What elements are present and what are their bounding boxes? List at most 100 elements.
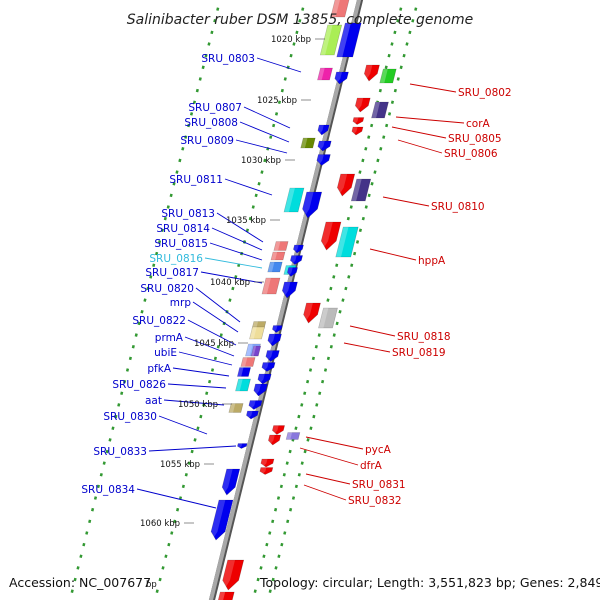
gene-bottom-blue — [210, 499, 234, 541]
leader-sru_0808 — [239, 121, 290, 143]
leader-prma — [184, 336, 235, 357]
genome-axis — [208, 0, 364, 600]
gene-label-sru_0806: SRU_0806 — [444, 148, 498, 160]
gene-label-sru_0832: SRU_0832 — [348, 495, 402, 507]
accession-text: Accession: NC_007677 — [9, 575, 151, 590]
kbp-tick-labels: 1020 kbp 1025 kbp 1030 kbp 1035 kbp 1040 kbp… — [140, 35, 325, 529]
topology-text: Topology: circular; Length: 3,551,823 bp… — [259, 575, 600, 590]
gene-pyca-red — [272, 425, 285, 435]
gene-top-pink — [330, 0, 350, 18]
leader-cora — [395, 116, 465, 124]
gene-label-sru_0810: SRU_0810 — [431, 201, 485, 213]
clipped-bp-text: bp — [146, 580, 157, 590]
gene-mrp-tan — [251, 321, 267, 329]
gene-0830-blue — [246, 410, 259, 420]
gene-label-ubie: ubiE — [154, 347, 177, 359]
gene-0832-red — [259, 467, 274, 475]
gene-label-sru_0818: SRU_0818 — [397, 331, 451, 343]
gene-0802-red — [363, 64, 380, 82]
gene-label-sru_0814: SRU_0814 — [156, 223, 210, 235]
tick-label: 1045 kbp — [194, 339, 234, 349]
gene-0811-blue — [302, 191, 323, 219]
map-title: Salinibacter ruber DSM 13855, complete g… — [127, 12, 473, 28]
leader-sru_0814 — [211, 227, 263, 251]
gene-ubie-blue — [261, 362, 276, 372]
gene-bottom-red2 — [217, 591, 235, 600]
leader-sru_0813 — [216, 212, 264, 243]
dotted-track-outer-left — [153, 0, 307, 600]
gene-features — [210, 0, 397, 600]
label-leader-lines — [136, 57, 465, 509]
gene-label-sru_0834: SRU_0834 — [81, 484, 135, 496]
gene-hppa-cyan — [335, 226, 359, 258]
gene-0808-blue — [317, 140, 332, 152]
gene-0814-pink — [270, 251, 286, 261]
gene-0817-pink — [261, 277, 281, 295]
gene-label-sru_0831: SRU_0831 — [352, 479, 406, 491]
leader-pfka — [172, 367, 230, 377]
gene-0831-red — [260, 458, 275, 468]
gene-0815-blue — [290, 255, 303, 265]
leader-sru_0816 — [204, 257, 263, 269]
gene-label-hppa: hppA — [418, 255, 446, 267]
gene-bottom-red — [222, 559, 245, 591]
gene-0834-blue — [221, 468, 241, 496]
leader-sru_0832 — [303, 484, 347, 501]
gene-label-sru_0816: SRU_0816 — [149, 253, 203, 265]
gene-0811-cyan — [283, 187, 305, 213]
tick-label: 1050 kbp — [178, 400, 218, 410]
gene-0813-blue — [293, 244, 304, 254]
dotted-track-far-left — [68, 0, 222, 600]
gene-pfka-blue2 — [257, 373, 272, 385]
leader-mrp — [192, 301, 239, 333]
gene-0820-blue — [281, 281, 298, 299]
tick-label: 1040 kbp — [210, 278, 250, 288]
tick-label: 1055 kbp — [160, 460, 200, 470]
gene-label-sru_0826: SRU_0826 — [112, 379, 166, 391]
gene-0826-cyan — [235, 378, 251, 392]
gene-label-cora: corA — [466, 118, 491, 130]
gene-label-sru_0802: SRU_0802 — [458, 87, 512, 99]
gene-top-blue — [336, 22, 362, 58]
tick-label: 1030 kbp — [241, 156, 281, 166]
gene-label-sru_0809: SRU_0809 — [180, 135, 234, 147]
gene-label-sru_0805: SRU_0805 — [448, 133, 502, 145]
gene-0810-red — [337, 173, 356, 197]
gene-dfra-lavender — [285, 432, 301, 440]
leader-sru_0805 — [391, 126, 447, 139]
gene-0806-red — [351, 126, 364, 136]
gene-label-sru_0813: SRU_0813 — [161, 208, 215, 220]
gene-label-mrp: mrp — [170, 297, 192, 309]
tick-label: 1025 kbp — [257, 96, 297, 106]
dotted-tracks — [68, 0, 420, 600]
leader-sru_0803 — [256, 57, 302, 73]
gene-aat-blue — [248, 400, 263, 410]
gene-label-sru_0822: SRU_0822 — [132, 315, 186, 327]
gene-label-pfka: pfkA — [147, 363, 171, 375]
gene-label-prma: prmA — [155, 332, 184, 344]
leader-sru_0820 — [195, 287, 241, 323]
gene-label-sru_0830: SRU_0830 — [103, 411, 157, 423]
leader-sru_0831 — [305, 473, 351, 485]
gene-0813-pink — [273, 241, 289, 251]
leader-ubie — [178, 351, 233, 366]
gene-label-sru_0807: SRU_0807 — [188, 102, 242, 114]
leader-sru_0833 — [148, 445, 237, 452]
gene-0803-blue — [334, 71, 349, 85]
gene-0817-blue — [287, 267, 298, 277]
gene-top-lime — [319, 24, 343, 56]
dotted-track-inner-right — [251, 0, 405, 600]
leader-sru_0830 — [158, 415, 208, 435]
leader-sru_0817 — [200, 271, 263, 284]
leader-sru_0826 — [167, 383, 227, 389]
gene-label-pyca: pycA — [365, 444, 392, 456]
tick-label: 1020 kbp — [271, 35, 311, 45]
gene-label-dfra: dfrA — [360, 460, 383, 472]
gene-labels: SRU_0803 SRU_0807 SRU_0808 SRU_0809 SRU_0811… — [81, 53, 511, 507]
leader-hppa — [369, 248, 417, 261]
gene-mrp-blue — [272, 325, 283, 333]
gene-0822-blue — [267, 333, 282, 347]
leader-sru_0834 — [136, 488, 217, 509]
